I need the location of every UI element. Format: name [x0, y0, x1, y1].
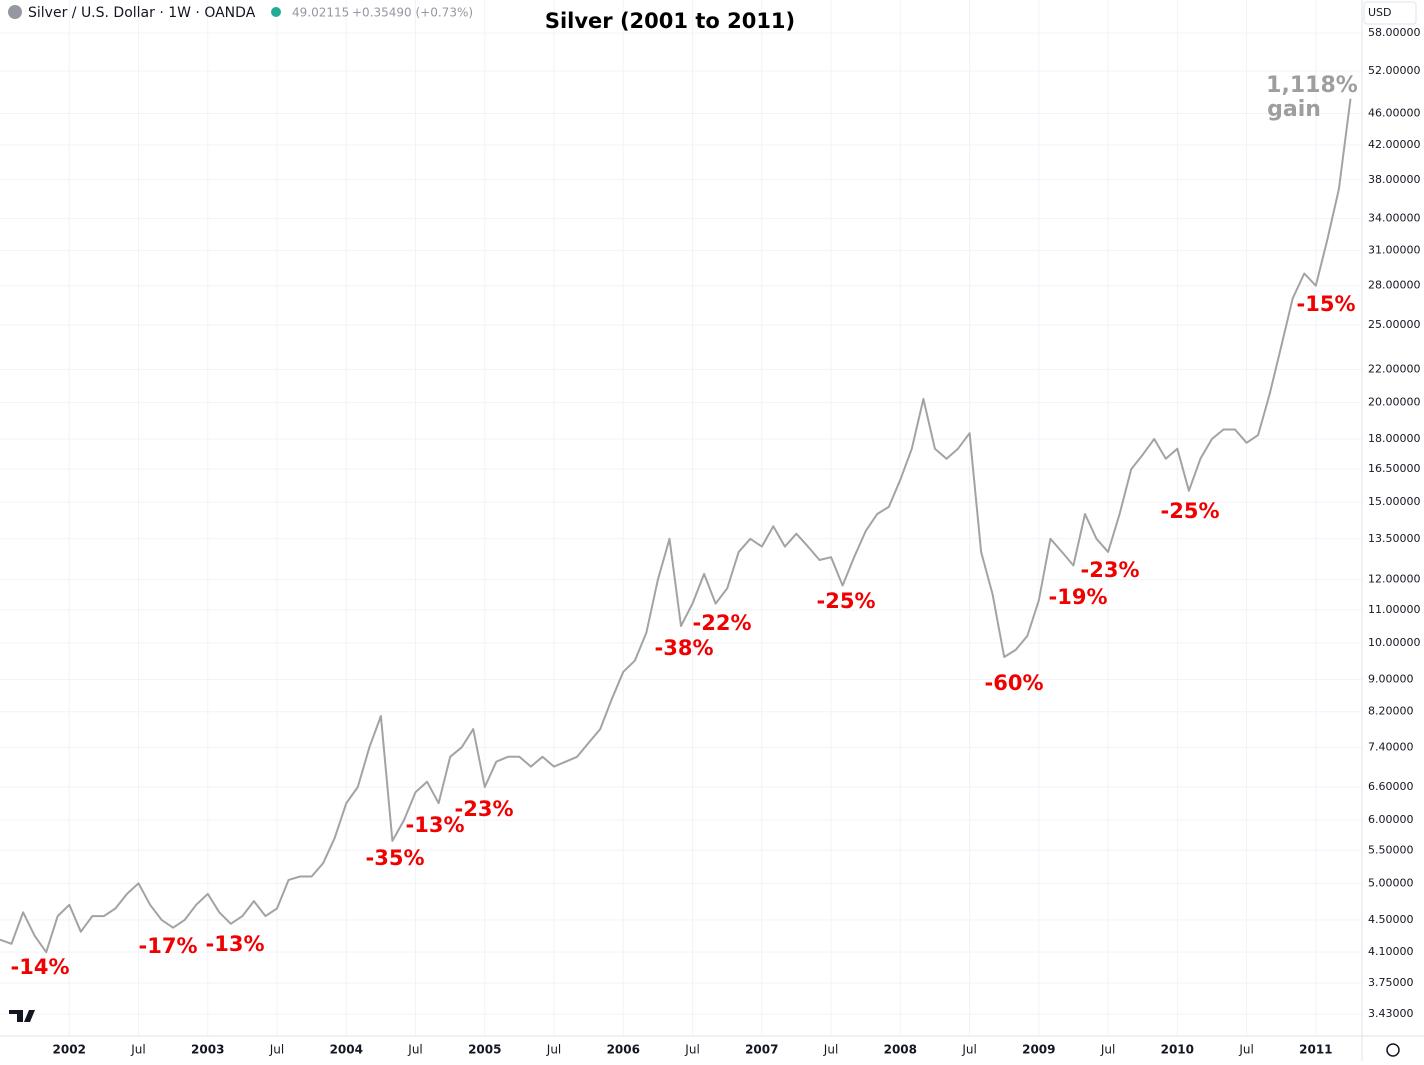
drawdown-annotation: -19%: [1049, 585, 1108, 609]
y-tick-label: 11.00000: [1368, 603, 1421, 616]
x-tick-label: 2004: [330, 1043, 363, 1057]
y-tick-label: 38.00000: [1368, 173, 1421, 186]
y-tick-label: 46.00000: [1368, 106, 1421, 119]
gain-annotation: 1,118%: [1266, 73, 1358, 98]
y-tick-label: 52.00000: [1368, 64, 1421, 77]
y-tick-label: 15.00000: [1368, 495, 1421, 508]
grid: [0, 0, 1362, 1036]
y-tick-label: 18.00000: [1368, 432, 1421, 445]
y-tick-label: 31.00000: [1368, 243, 1421, 256]
x-tick-label: 2011: [1299, 1043, 1332, 1057]
x-tick-label: 2008: [884, 1043, 917, 1057]
drawdown-annotation: -35%: [366, 846, 425, 870]
x-tick-label: Jul: [823, 1043, 838, 1057]
x-tick-label: 2002: [53, 1043, 86, 1057]
drawdown-annotation: -60%: [985, 671, 1044, 695]
x-tick-label: Jul: [684, 1043, 699, 1057]
chart-title: Silver (2001 to 2011): [545, 9, 795, 33]
y-tick-label: 4.50000: [1368, 913, 1414, 926]
price-change: +0.35490 (+0.73%): [352, 6, 473, 20]
x-tick-label: Jul: [1100, 1043, 1115, 1057]
drawdown-annotation: -23%: [1081, 558, 1140, 582]
price-line: [0, 98, 1352, 954]
x-tick-label: 2010: [1161, 1043, 1194, 1057]
drawdown-annotation: -17%: [139, 934, 198, 958]
y-tick-label: 3.43000: [1368, 1007, 1414, 1020]
x-tick-label: Jul: [407, 1043, 422, 1057]
drawdown-annotation: -23%: [455, 797, 514, 821]
y-tick-label: 5.50000: [1368, 843, 1414, 856]
y-tick-label: 8.20000: [1368, 705, 1414, 718]
y-tick-label: 6.60000: [1368, 780, 1414, 793]
x-tick-label: Jul: [130, 1043, 145, 1057]
x-tick-label: 2007: [745, 1043, 778, 1057]
plot: [0, 98, 1352, 954]
gain-annotation: gain: [1267, 97, 1321, 122]
x-tick-label: 2009: [1022, 1043, 1055, 1057]
x-tick-label: Jul: [961, 1043, 976, 1057]
symbol-title[interactable]: Silver / U.S. Dollar · 1W · OANDA: [28, 5, 256, 21]
settings-icon[interactable]: [1386, 1043, 1400, 1057]
y-tick-label: 5.00000: [1368, 876, 1414, 889]
y-tick-label: 3.75000: [1368, 976, 1414, 989]
market-status: [271, 7, 281, 17]
drawdown-annotation: -15%: [1297, 292, 1356, 316]
x-tick-label: Jul: [1238, 1043, 1253, 1057]
x-tick-label: Jul: [546, 1043, 561, 1057]
drawdown-annotation: -14%: [11, 955, 70, 979]
y-tick-label: 22.00000: [1368, 362, 1421, 375]
x-tick-label: 2006: [607, 1043, 640, 1057]
y-tick-label: 42.00000: [1368, 138, 1421, 151]
y-tick-label: 58.00000: [1368, 26, 1421, 39]
y-tick-label: 6.00000: [1368, 813, 1414, 826]
currency-button[interactable]: [1363, 1, 1417, 25]
last-price: 49.02115: [292, 6, 349, 20]
drawdown-annotation: -25%: [817, 589, 876, 613]
x-tick-label: 2005: [468, 1043, 501, 1057]
currency-label[interactable]: USD: [1368, 6, 1392, 19]
drawdown-annotation: -25%: [1161, 499, 1220, 523]
y-tick-label: 7.40000: [1368, 740, 1414, 753]
drawdown-annotation: -22%: [693, 611, 752, 635]
y-tick-label: 25.00000: [1368, 318, 1421, 331]
y-tick-label: 20.00000: [1368, 395, 1421, 408]
y-tick-label: 16.50000: [1368, 462, 1421, 475]
symbol-icon: [8, 5, 22, 19]
y-tick-label: 28.00000: [1368, 279, 1421, 292]
x-tick-label: 2003: [191, 1043, 224, 1057]
y-tick-label: 10.00000: [1368, 636, 1421, 649]
y-tick-label: 9.00000: [1368, 672, 1414, 685]
y-tick-label: 12.00000: [1368, 573, 1421, 586]
drawdown-annotation: -13%: [406, 813, 465, 837]
y-tick-label: 34.00000: [1368, 211, 1421, 224]
drawdown-annotation: -13%: [206, 932, 265, 956]
x-tick-label: Jul: [269, 1043, 284, 1057]
tradingview-logo[interactable]: [9, 1010, 35, 1022]
y-tick-label: 4.10000: [1368, 945, 1414, 958]
drawdown-annotation: -38%: [655, 636, 714, 660]
y-tick-label: 13.50000: [1368, 532, 1421, 545]
